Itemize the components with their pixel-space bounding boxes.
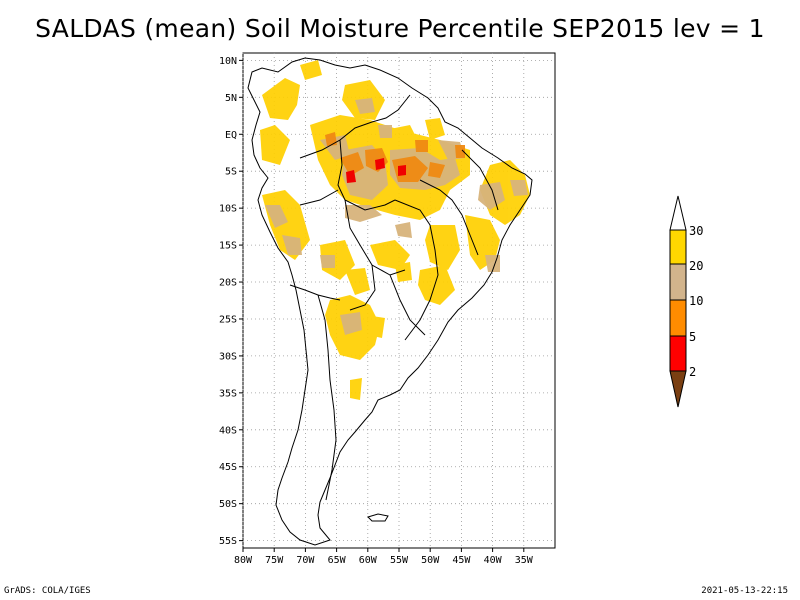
colorbar-band-5-10	[669, 299, 687, 337]
lat-tick-label: 30S	[219, 351, 237, 362]
colorbar-band-10-20	[669, 263, 687, 301]
falkland-islands	[367, 513, 389, 522]
lon-tick-label: 35W	[515, 555, 534, 566]
colorbar-label-20: 20	[689, 259, 703, 273]
lon-tick-label: 55W	[390, 555, 409, 566]
colorbar-top-arrow	[669, 195, 687, 231]
footer-timestamp: 2021-05-13-22:15	[701, 586, 788, 596]
colorbar-label-30: 30	[689, 224, 703, 238]
footer-credit: GrADS: COLA/IGES	[4, 586, 91, 596]
lon-tick-label: 80W	[234, 555, 253, 566]
lat-tick-label: 25S	[219, 314, 237, 325]
south-america-coastline	[247, 57, 533, 546]
lat-tick-label: 5S	[225, 167, 237, 178]
lat-tick-label: 35S	[219, 388, 237, 399]
lat-tick-label: 5N	[225, 93, 237, 104]
lat-tick-label: 40S	[219, 425, 237, 436]
latitude-labels: 10N 5N EQ 5S 10S 15S 20S 25S 30S 35S 40S 45S 50S 55S	[219, 56, 243, 547]
colorbar-label-5: 5	[689, 330, 696, 344]
lon-tick-label: 70W	[296, 555, 315, 566]
colorbar-label-10: 10	[689, 294, 703, 308]
lon-tick-label: 75W	[265, 555, 284, 566]
longitude-labels: 80W 75W 70W 65W 60W 55W 50W 45W 40W 35W	[234, 548, 534, 566]
lat-tick-label: 20S	[219, 278, 237, 289]
lat-tick-label: EQ	[225, 130, 237, 141]
colorbar-band-2-5	[669, 335, 687, 372]
lat-tick-label: 55S	[219, 536, 237, 547]
lat-tick-label: 15S	[219, 241, 237, 252]
map-title: SALDAS (mean) Soil Moisture Percentile S…	[35, 14, 765, 43]
lat-tick-label: 45S	[219, 462, 237, 473]
lon-tick-label: 65W	[328, 555, 347, 566]
lon-tick-label: 60W	[359, 555, 378, 566]
soil-moisture-shading	[260, 60, 530, 400]
country-borders	[289, 94, 499, 501]
colorbar: 30 20 10 5 2	[669, 195, 703, 408]
continent-outlines	[247, 57, 533, 546]
lon-tick-label: 45W	[452, 555, 471, 566]
colorbar-label-2: 2	[689, 365, 696, 379]
lon-tick-label: 50W	[421, 555, 440, 566]
colorbar-band-20-30	[669, 229, 687, 265]
lon-tick-label: 40W	[484, 555, 503, 566]
red-percentile-areas	[346, 158, 406, 183]
lat-tick-label: 10S	[219, 204, 237, 215]
lat-tick-label: 10N	[219, 56, 237, 67]
lat-tick-label: 50S	[219, 499, 237, 510]
colorbar-bottom-arrow	[669, 370, 687, 408]
